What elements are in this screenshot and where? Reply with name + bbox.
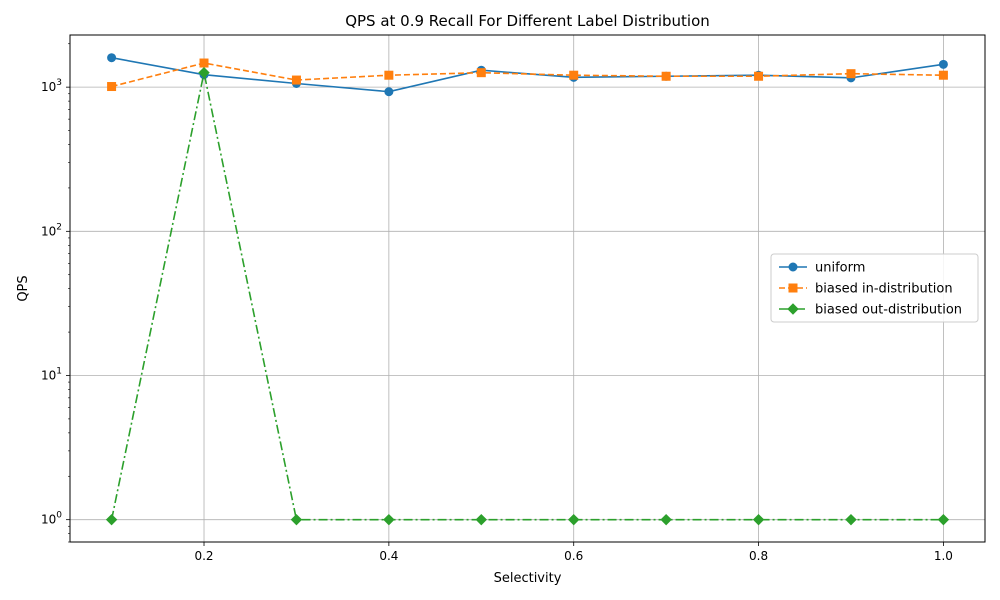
x-tick-label: 0.4	[379, 549, 398, 563]
y-tick-label-base: 10	[41, 80, 56, 94]
data-point-biased-in-distribution	[661, 71, 671, 81]
legend-item-biased-out-distribution: biased out-distribution	[779, 303, 962, 318]
data-point-biased-out-distribution	[568, 513, 580, 526]
data-point-biased-in-distribution	[938, 70, 948, 80]
chart-title: QPS at 0.9 Recall For Different Label Di…	[345, 12, 710, 30]
data-point-biased-out-distribution	[937, 513, 950, 526]
legend-marker	[787, 303, 799, 315]
y-tick-label-exponent: 2	[56, 222, 62, 232]
data-point-biased-out-distribution	[290, 513, 303, 526]
data-point-biased-in-distribution	[476, 68, 486, 78]
series-biased-out-distribution	[105, 66, 950, 526]
legend-label: biased in-distribution	[815, 282, 953, 297]
data-point-uniform	[107, 53, 117, 63]
y-tick-label-base: 10	[41, 513, 56, 527]
series-line-biased-out-distribution	[110, 72, 944, 521]
legend-marker	[788, 283, 798, 293]
data-point-biased-out-distribution	[752, 513, 765, 526]
y-tick-label: 102	[41, 222, 62, 238]
legend-marker	[788, 262, 798, 272]
data-point-uniform	[384, 87, 394, 97]
data-point-biased-out-distribution	[475, 513, 487, 526]
series-line-biased-in-distribution	[111, 62, 944, 88]
legend-item-biased-in-distribution: biased in-distribution	[779, 282, 953, 297]
x-tick-label: 0.2	[194, 549, 213, 563]
y-tick-label: 101	[41, 366, 62, 382]
x-tick-label: 1.0	[934, 549, 953, 563]
x-axis-label: Selectivity	[494, 571, 562, 586]
data-point-biased-in-distribution	[384, 70, 394, 80]
legend-label: uniform	[815, 261, 865, 276]
legend-label: biased out-distribution	[815, 303, 962, 318]
y-tick-label-exponent: 1	[56, 366, 62, 376]
legend-box	[770, 253, 979, 323]
data-point-biased-in-distribution	[291, 75, 301, 85]
y-tick-label: 103	[41, 78, 62, 94]
y-tick-label-base: 10	[41, 368, 56, 382]
data-point-biased-out-distribution	[660, 513, 672, 526]
data-point-biased-out-distribution	[105, 513, 118, 526]
data-point-biased-in-distribution	[754, 71, 764, 81]
data-point-biased-out-distribution	[198, 66, 210, 79]
y-tick-label: 100	[41, 511, 62, 527]
data-point-biased-in-distribution	[569, 70, 579, 80]
legend: uniform biased in-distribution biased out-…	[770, 253, 979, 323]
x-tick-label: 0.6	[564, 549, 583, 563]
y-tick-label-exponent: 0	[56, 511, 62, 521]
y-tick-label-base: 10	[41, 224, 56, 238]
data-point-biased-out-distribution	[383, 513, 395, 526]
series-line-uniform	[111, 56, 944, 93]
plot-series	[105, 53, 950, 526]
data-point-biased-in-distribution	[107, 82, 117, 92]
data-point-biased-in-distribution	[846, 69, 856, 79]
legend-item-uniform: uniform	[779, 261, 865, 276]
data-point-biased-in-distribution	[199, 58, 209, 68]
y-axis-label: QPS	[16, 275, 31, 301]
y-tick-label-exponent: 3	[56, 78, 62, 88]
x-tick-label: 0.8	[749, 549, 768, 563]
data-point-uniform	[938, 59, 948, 69]
data-point-biased-out-distribution	[845, 513, 857, 526]
series-biased-in-distribution	[107, 58, 948, 92]
